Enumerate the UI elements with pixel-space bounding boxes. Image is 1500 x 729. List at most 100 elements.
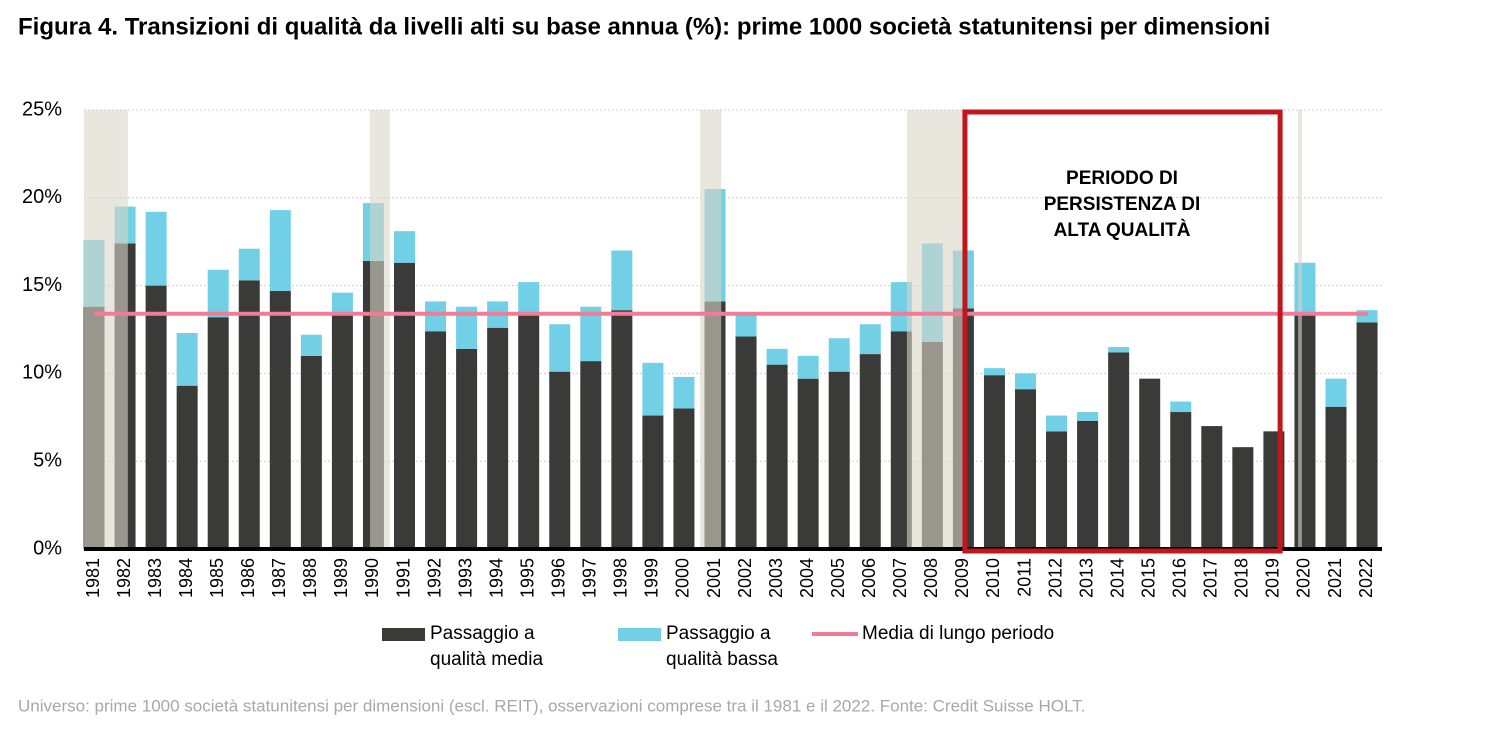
- highlight-box: [962, 109, 1283, 554]
- x-tick-label: 2011: [1014, 558, 1034, 597]
- bar-segment: [1108, 352, 1130, 549]
- legend-label: Media di lungo periodo: [862, 623, 1055, 644]
- footnote: Universo: prime 1000 società statunitens…: [18, 696, 1085, 715]
- bar-segment: [642, 415, 664, 549]
- bar-segment: [828, 371, 850, 549]
- bar-segment: [859, 324, 881, 355]
- x-tick-label: 2007: [890, 558, 910, 598]
- chart-title: Figura 4. Transizioni di qualità da live…: [18, 13, 1270, 40]
- bar-segment: [300, 334, 322, 356]
- x-tick-label: 2012: [1045, 558, 1065, 598]
- highlight-label: ALTA QUALITÀ: [1054, 219, 1191, 241]
- y-tick-label: 0%: [33, 537, 62, 559]
- bar-segment: [456, 306, 478, 349]
- x-tick-label: 2002: [735, 558, 755, 598]
- bar-segment: [269, 290, 291, 549]
- x-tick-label: 2021: [1325, 558, 1345, 598]
- highlight-label: PERIODO DI: [1066, 168, 1178, 189]
- x-tick-label: 2001: [704, 558, 724, 598]
- x-tick-label: 2019: [1263, 558, 1283, 598]
- bar-segment: [394, 262, 415, 549]
- bar-segment: [145, 211, 167, 286]
- shaded-period: [1298, 110, 1302, 549]
- bar-segment: [331, 315, 353, 549]
- x-tick-label: 2018: [1232, 558, 1252, 598]
- bar-segment: [176, 385, 198, 549]
- bar-segment: [580, 361, 602, 549]
- legend-entry: Passaggio a qualità media: [430, 623, 544, 670]
- bar-segment: [828, 338, 850, 372]
- x-tick-label: 1991: [393, 558, 413, 598]
- y-tick-label: 20%: [22, 186, 62, 208]
- bar-segment: [1015, 373, 1036, 390]
- bar-segment: [1139, 378, 1161, 549]
- legend-entry: Media di lungo periodo: [862, 623, 1055, 644]
- x-tick-label: 2013: [1076, 558, 1096, 598]
- legend-swatch: [382, 628, 425, 641]
- shaded-period: [84, 110, 128, 549]
- bar-segment: [611, 250, 633, 311]
- bar-segment: [1294, 262, 1316, 316]
- shaded-period: [370, 110, 390, 549]
- bar-segment: [238, 248, 260, 281]
- bar-segment: [456, 348, 478, 549]
- bar-segment: [1046, 415, 1068, 432]
- bar-segment: [331, 292, 353, 316]
- x-tick-label: 2017: [1201, 558, 1221, 598]
- shaded-period: [700, 110, 722, 549]
- x-tick-label: 1992: [424, 558, 444, 598]
- bar-segment: [394, 231, 415, 263]
- shaded-period: [906, 110, 965, 549]
- x-tick-label: 1998: [611, 558, 631, 598]
- x-tick-label: 1990: [362, 558, 382, 598]
- x-tick-label: 1982: [114, 558, 134, 598]
- bar-segment: [1325, 378, 1347, 407]
- bar-segment: [1077, 412, 1099, 421]
- y-tick-label: 15%: [22, 274, 62, 296]
- bar-segment: [1325, 406, 1347, 549]
- bar-segment: [1294, 315, 1316, 549]
- bar-segment: [580, 306, 602, 362]
- bar-segment: [1232, 447, 1254, 549]
- highlight-label: PERSISTENZA DI: [1044, 194, 1201, 215]
- x-tick-label: 2004: [797, 558, 817, 598]
- bar-segment: [735, 336, 757, 549]
- bar-segment: [1356, 322, 1378, 549]
- bar-segment: [487, 327, 509, 549]
- bar-segment: [983, 375, 1005, 549]
- x-tick-label: 2000: [673, 558, 693, 598]
- x-tick-label: 1983: [145, 558, 165, 598]
- legend-entry: Passaggio a qualità bassa: [666, 623, 778, 670]
- bar-segment: [797, 355, 819, 379]
- bar-segment: [673, 408, 695, 549]
- x-tick-label: 1993: [455, 558, 475, 598]
- x-tick-label: 1997: [580, 558, 600, 598]
- x-tick-label: 2010: [983, 558, 1003, 598]
- x-tick-label: 2008: [921, 558, 941, 598]
- x-tick-label: 2022: [1356, 558, 1376, 598]
- x-tick-label: 2020: [1294, 558, 1314, 598]
- x-tick-label: 1988: [300, 558, 320, 598]
- x-tick-label: 1986: [238, 558, 258, 598]
- bar-segment: [549, 371, 571, 549]
- x-tick-label: 1985: [207, 558, 227, 598]
- x-tick-label: 2015: [1138, 558, 1158, 598]
- bar-segment: [859, 354, 881, 549]
- bar-segment: [1108, 347, 1130, 353]
- bar-segment: [238, 280, 260, 549]
- bar-segment: [145, 285, 167, 549]
- x-tick-label: 2003: [766, 558, 786, 598]
- bar-segment: [518, 315, 540, 549]
- legend-label: Passaggio a qualità media: [430, 623, 544, 670]
- bar-segment: [207, 317, 229, 549]
- bar-segment: [549, 324, 571, 372]
- x-tick-label: 1981: [83, 558, 103, 598]
- bar-segment: [425, 331, 447, 549]
- bar-segment: [1201, 426, 1223, 549]
- bar-segment: [766, 348, 788, 365]
- x-tick-label: 2014: [1107, 558, 1127, 598]
- bar-segment: [207, 269, 229, 318]
- bar-segment: [611, 310, 633, 549]
- x-tick-label: 1987: [269, 558, 289, 598]
- x-tick-label: 2016: [1170, 558, 1190, 598]
